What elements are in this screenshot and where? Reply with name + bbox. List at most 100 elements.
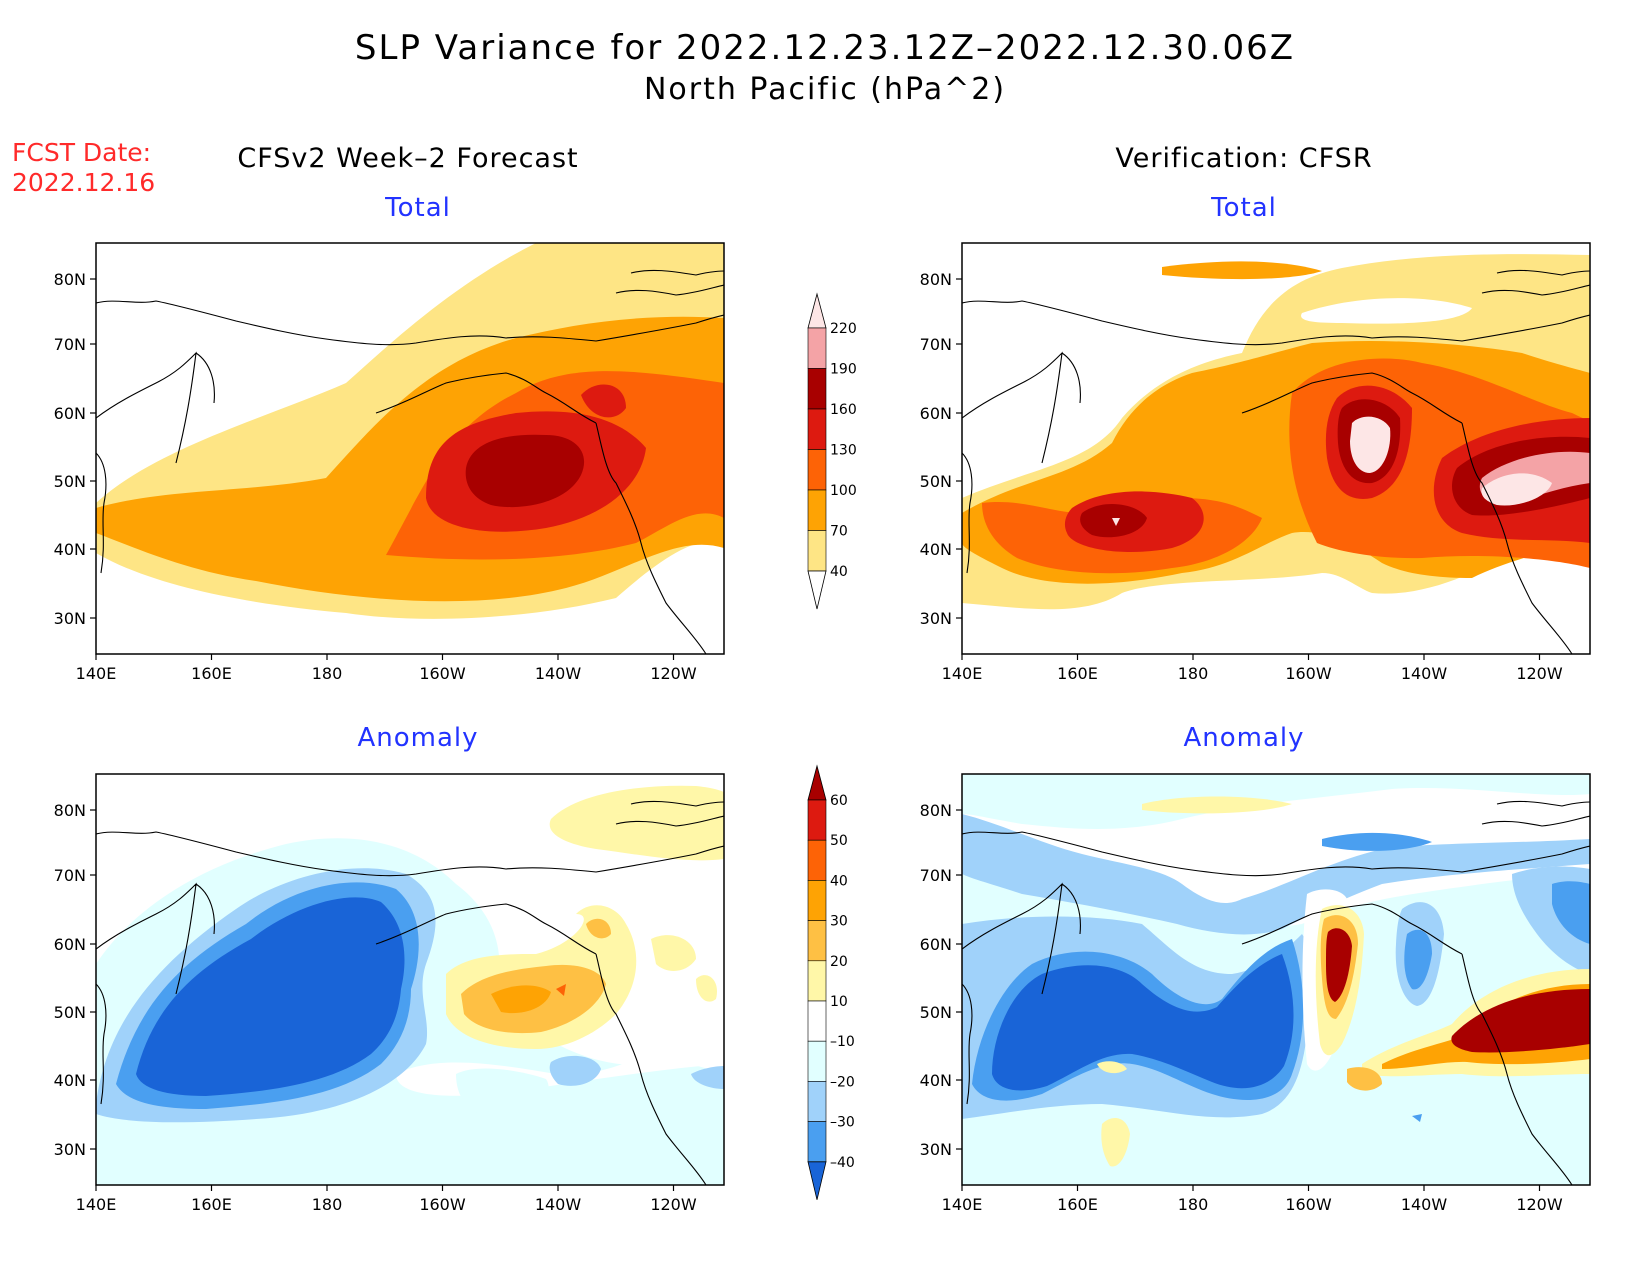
lon-tick-label: 140W	[535, 1195, 582, 1214]
map-panel-verif-total: 140E 160E 180 160W 140W 120W 30N 40N 50N 60N 70N 80…	[920, 242, 1591, 683]
coastline	[962, 351, 1081, 464]
contour-fill	[1350, 416, 1391, 473]
contour-fill	[581, 384, 626, 418]
lat-tick-label: 70N	[920, 866, 952, 885]
lat-tick-label: 40N	[54, 540, 86, 559]
contour-fill	[586, 918, 611, 939]
colorbar-swatch	[807, 1000, 827, 1042]
contour-fill	[962, 278, 1104, 456]
lon-tick-label: 140W	[535, 664, 582, 683]
lon-tick-label: 160W	[419, 1195, 466, 1214]
lon-tick-label: 140W	[1401, 664, 1448, 683]
field-layer	[96, 243, 724, 654]
coastline	[1241, 903, 1463, 955]
colorbar-swatch	[807, 1081, 827, 1122]
contour-fill	[1481, 473, 1552, 506]
contour-fill	[1326, 928, 1352, 1002]
contour-fill	[456, 1068, 549, 1119]
contour-fill	[691, 1066, 724, 1089]
lat-tick-label: 60N	[920, 404, 952, 423]
map-panel-fcst-total: 140E 160E 180 160W 140W 120W 30N 40N 50N 60N 70N 80…	[54, 242, 725, 683]
main-subtitle: North Pacific (hPa^2)	[643, 72, 1007, 107]
lon-tick-label: 120W	[1516, 664, 1563, 683]
colorbar-swatch	[807, 1040, 827, 1082]
lat-tick-label: 80N	[920, 270, 952, 289]
colorbar-swatch	[807, 570, 827, 610]
colorbar-label: 50	[830, 833, 848, 849]
colorbar-swatch	[807, 960, 827, 1002]
lat-tick-label: 60N	[54, 935, 86, 954]
colorbar-label: 40	[830, 564, 848, 580]
lon-tick-label: 180	[312, 1195, 343, 1214]
lat-tick-label: 70N	[920, 335, 952, 354]
lat-tick-label: 70N	[54, 866, 86, 885]
contour-fill	[962, 543, 1590, 654]
coastline	[96, 452, 107, 574]
contour-fill	[1552, 881, 1590, 944]
field-layer	[962, 774, 1590, 1185]
map-frame	[961, 242, 1591, 655]
coastline	[595, 953, 707, 1185]
contour-fill	[465, 434, 585, 508]
coastline	[375, 372, 597, 424]
colorbar-swatch	[807, 920, 827, 962]
colorbar-swatch	[807, 530, 827, 572]
lat-tick-label: 70N	[54, 335, 86, 354]
map-frame	[95, 773, 725, 1186]
colorbar-swatch	[807, 764, 827, 801]
coastline	[1481, 800, 1590, 827]
contour-fill	[1404, 929, 1432, 990]
coastline	[1481, 269, 1590, 296]
contour-fill	[651, 935, 696, 971]
lat-tick-label: 30N	[54, 1140, 86, 1159]
colorbar-anomaly: 60 50 40 30 20 10 –10 –20 –30 –40	[807, 764, 855, 1200]
colorbar-label: 30	[830, 914, 848, 930]
lon-tick-label: 160W	[1285, 1195, 1332, 1214]
coastline	[962, 882, 1081, 995]
lat-tick-label: 30N	[54, 609, 86, 628]
lat-tick-label: 50N	[920, 1003, 952, 1022]
contour-fill	[696, 975, 717, 1002]
contour-fill	[1142, 796, 1292, 814]
panel-title-fcst-total: Total	[385, 193, 451, 223]
fcst-date-label: FCST Date:	[12, 138, 152, 167]
lat-tick-label: 50N	[920, 472, 952, 491]
lat-tick-label: 50N	[54, 472, 86, 491]
lon-tick-label: 140E	[76, 1195, 117, 1214]
colorbar-label: 20	[830, 954, 848, 970]
colorbar-label: 10	[830, 994, 848, 1010]
lat-tick-label: 40N	[54, 1071, 86, 1090]
lat-tick-label: 60N	[54, 404, 86, 423]
colorbar-swatch	[807, 449, 827, 491]
coastline	[615, 269, 724, 296]
lon-tick-label: 140E	[76, 664, 117, 683]
coastline	[962, 452, 973, 574]
lat-tick-label: 40N	[920, 1071, 952, 1090]
contour-fill	[1322, 832, 1432, 851]
panel-title-verif-anomaly: Anomaly	[1183, 723, 1305, 753]
lon-tick-label: 180	[1178, 1195, 1209, 1214]
lat-tick-label: 60N	[920, 935, 952, 954]
lon-tick-label: 120W	[1516, 1195, 1563, 1214]
lon-tick-label: 160E	[1057, 664, 1098, 683]
map-panel-fcst-anomaly: 140E 160E 180 160W 140W 120W 30N 40N 50N 60N 70N 80…	[54, 773, 725, 1214]
lon-tick-label: 160E	[191, 664, 232, 683]
contour-fill	[1101, 1118, 1130, 1167]
colorbar-swatch	[807, 368, 827, 410]
colorbar-label: 190	[830, 362, 857, 378]
contour-fill	[1301, 298, 1472, 324]
contour-fill	[1112, 518, 1120, 526]
map-panel-verif-anomaly: 140E 160E 180 160W 140W 120W 30N 40N 50N 60N 70N 80…	[920, 773, 1591, 1214]
field-layer	[962, 243, 1590, 654]
colorbar-swatch	[807, 1161, 827, 1200]
lat-tick-label: 80N	[920, 801, 952, 820]
contour-fill	[1097, 1061, 1127, 1074]
contour-fill	[549, 785, 724, 861]
right-column-heading: Verification: CFSR	[1115, 143, 1373, 174]
contour-fill	[556, 984, 566, 996]
contour-fill	[992, 954, 1294, 1091]
lat-tick-label: 30N	[920, 609, 952, 628]
lat-tick-label: 30N	[920, 1140, 952, 1159]
contour-fill	[1347, 1067, 1382, 1091]
